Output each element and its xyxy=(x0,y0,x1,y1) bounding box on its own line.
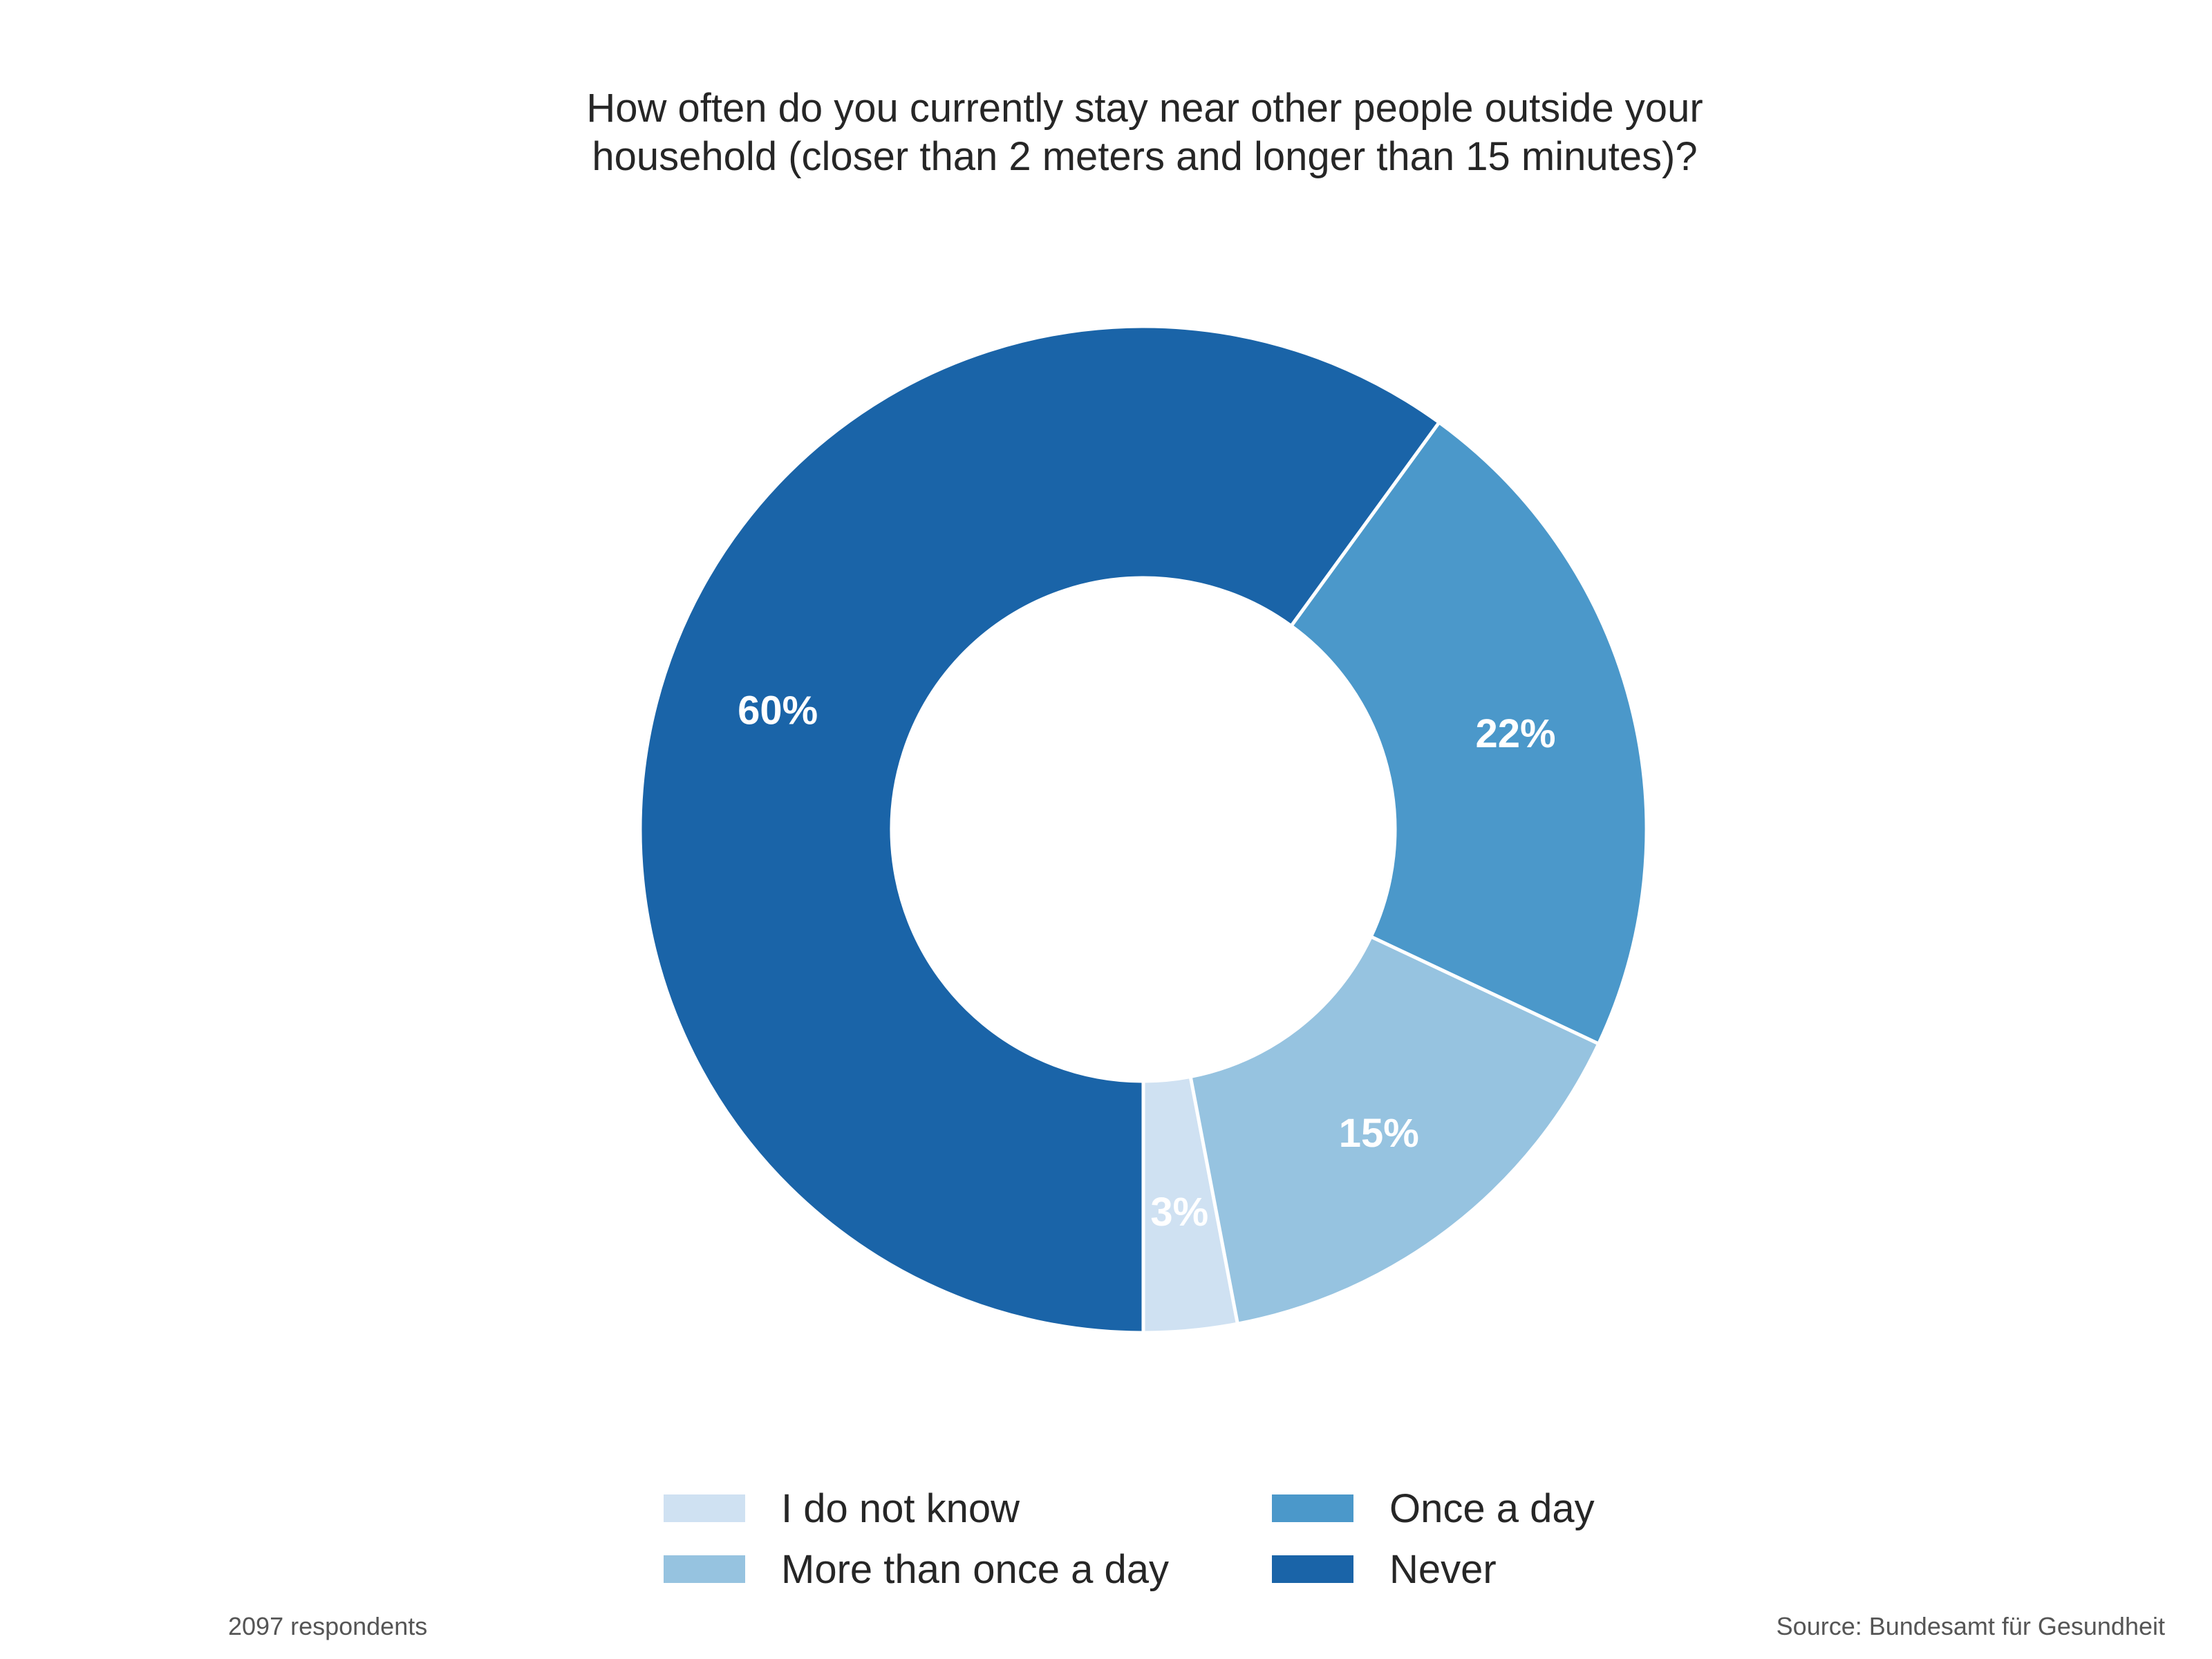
legend: I do not know Once a day More than once a … xyxy=(664,1485,1659,1593)
legend-swatch xyxy=(1272,1494,1353,1522)
legend-label: Never xyxy=(1389,1546,1497,1592)
legend-swatch xyxy=(664,1494,745,1522)
legend-label: More than once a day xyxy=(781,1546,1170,1592)
source-footnote: Source: Bundesamt für Gesundheit xyxy=(1776,1612,2165,1640)
chart-title: How often do you currently stay near oth… xyxy=(586,86,1703,179)
legend-swatch xyxy=(1272,1555,1353,1583)
slices-group xyxy=(638,324,1649,1335)
slice-more-than-once-a-day xyxy=(1188,935,1601,1326)
data-label-never: 60% xyxy=(738,688,818,733)
legend-item-never: Never xyxy=(1272,1546,1659,1593)
legend-label: I do not know xyxy=(781,1485,1020,1531)
legend-item-once-a-day: Once a day xyxy=(1272,1485,1659,1532)
data-labels-group: 3% 15% 22% 60% xyxy=(738,688,1555,1235)
legend-swatch xyxy=(664,1555,745,1583)
data-label-i-do-not-know: 3% xyxy=(1150,1190,1208,1235)
slice-never xyxy=(638,324,1441,1335)
data-label-once-a-day: 22% xyxy=(1475,711,1555,756)
legend-item-i-do-not-know: I do not know xyxy=(664,1485,1272,1532)
legend-item-more-than-once-a-day: More than once a day xyxy=(664,1546,1272,1593)
respondents-footnote: 2097 respondents xyxy=(228,1612,428,1640)
data-label-more-than-once-a-day: 15% xyxy=(1339,1111,1419,1156)
legend-label: Once a day xyxy=(1389,1485,1595,1531)
slice-once-a-day xyxy=(1289,420,1649,1046)
